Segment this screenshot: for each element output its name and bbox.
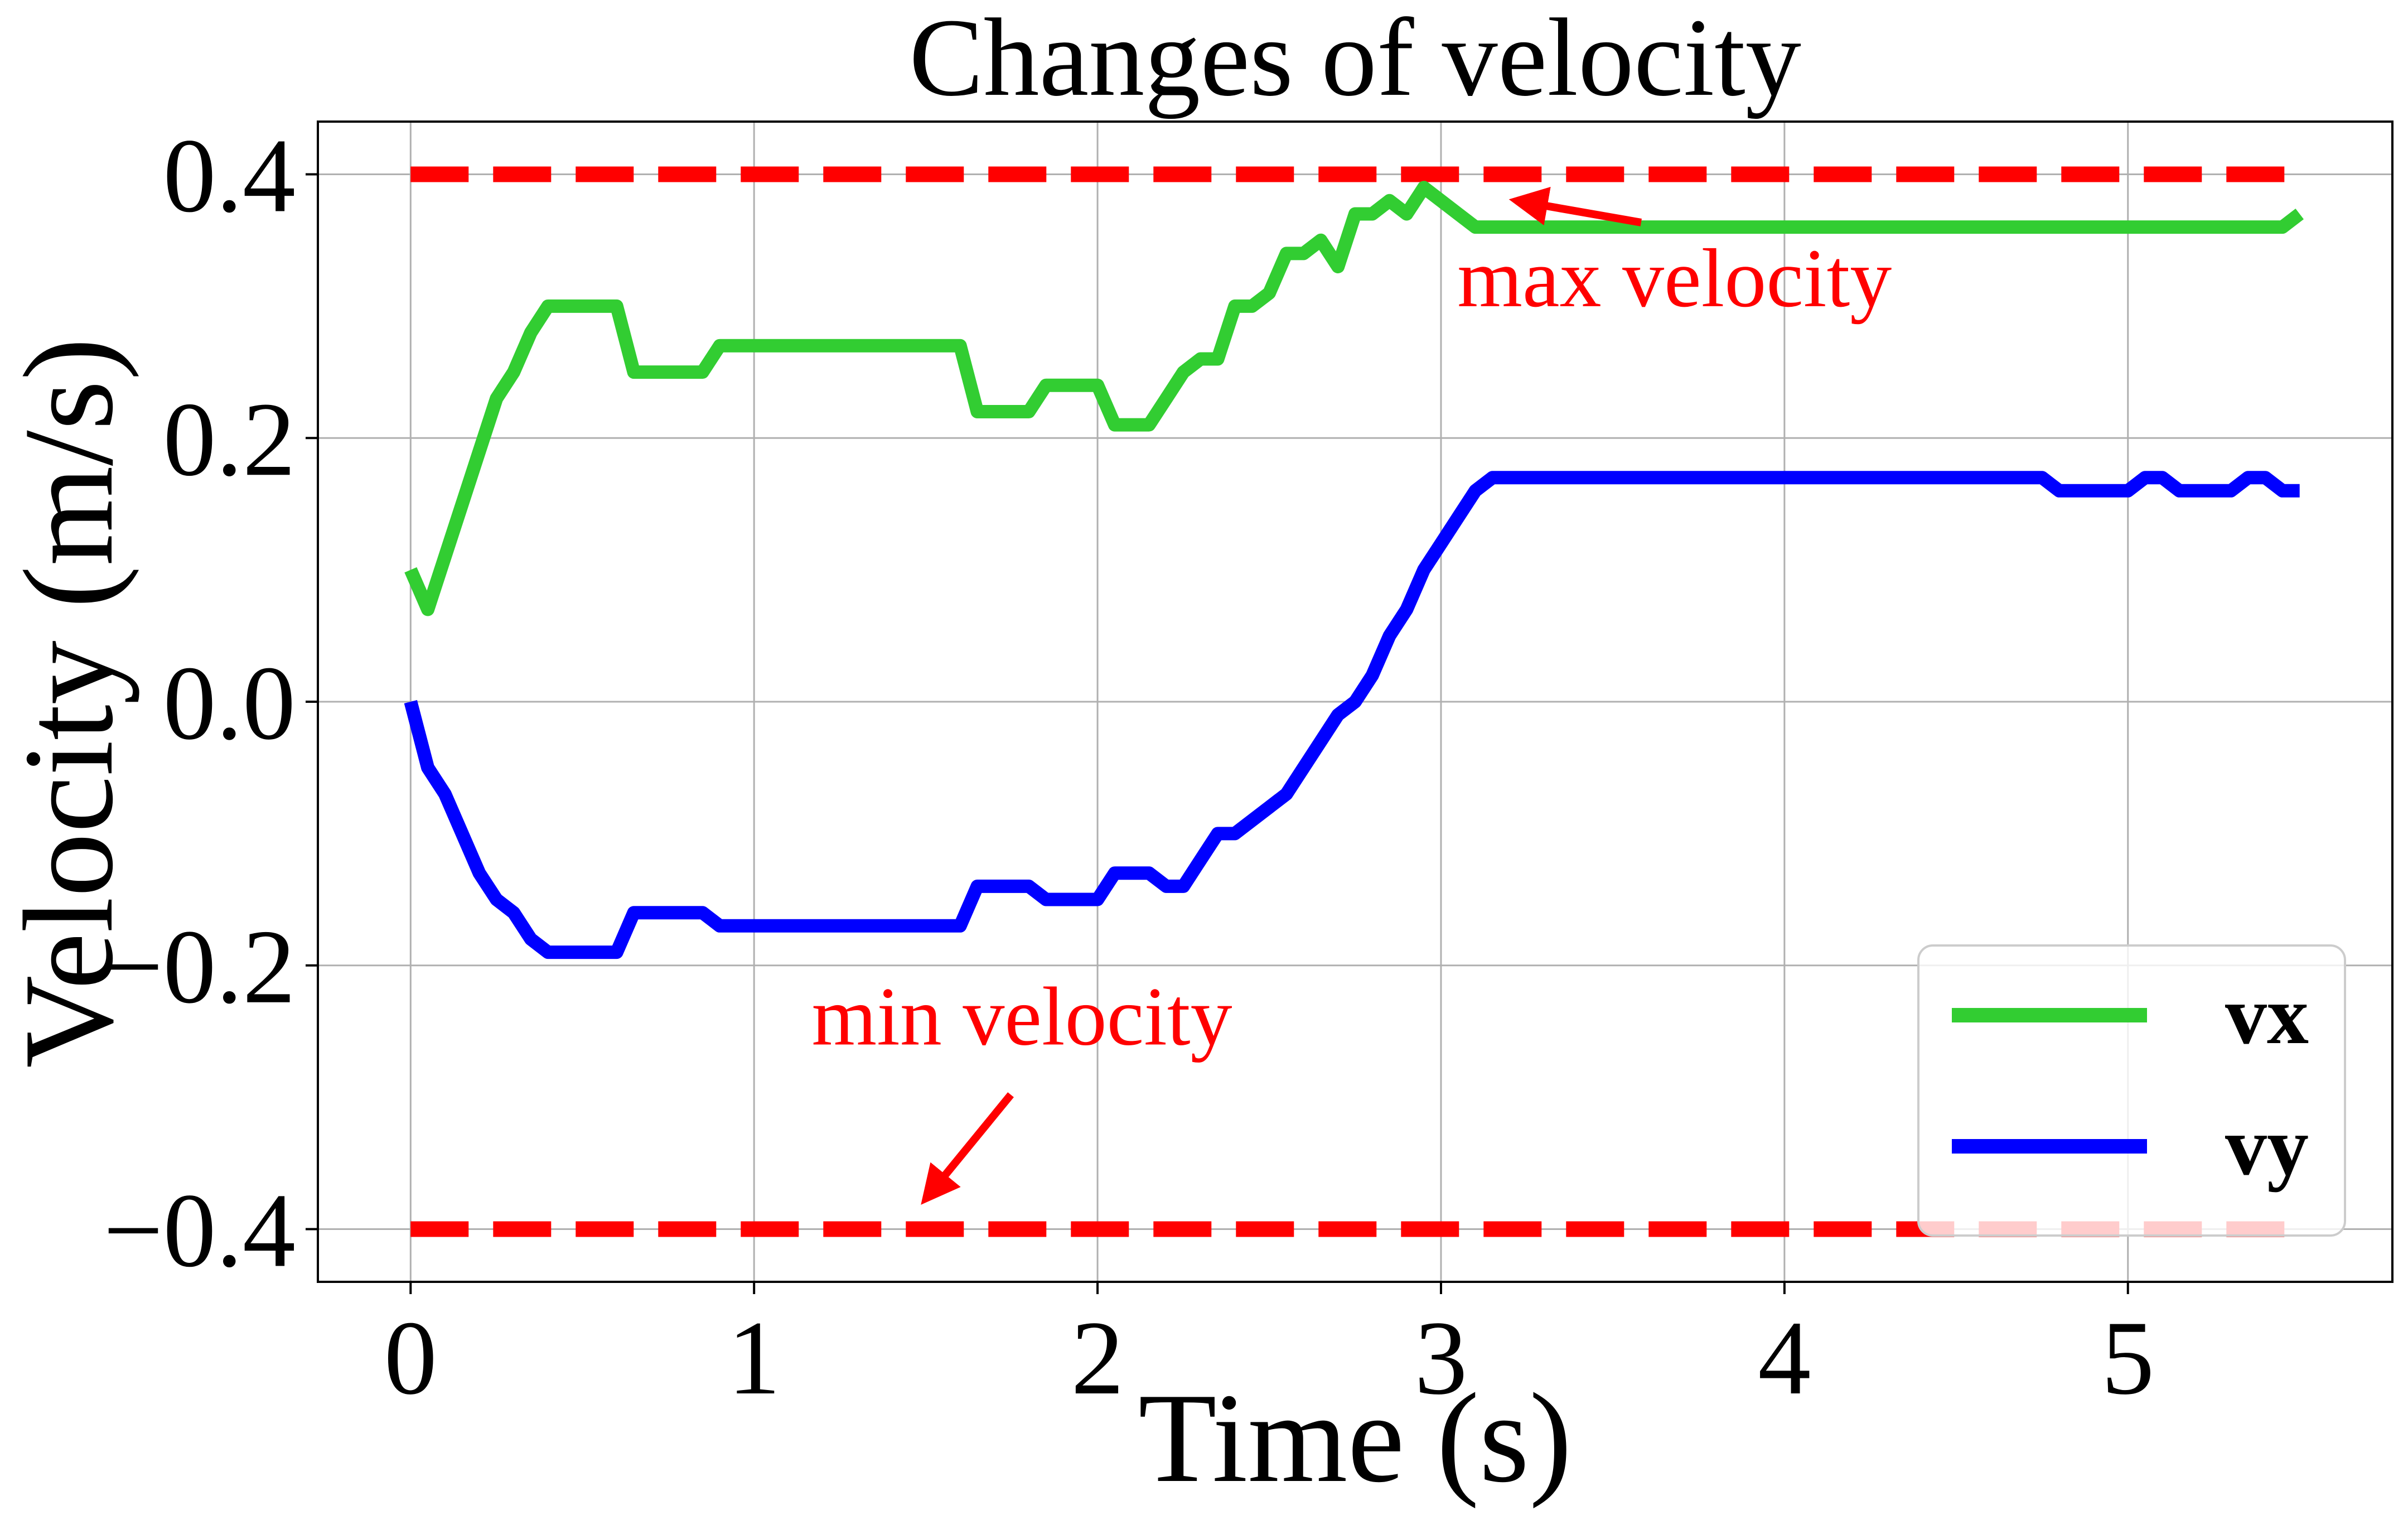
legend-label-vy: vy	[2225, 1100, 2309, 1193]
y-tick-label: −0.2	[103, 909, 296, 1026]
y-tick-label: 0.0	[163, 645, 296, 762]
y-tick-label: 0.4	[163, 118, 296, 235]
x-tick-label: 5	[2101, 1300, 2154, 1417]
annotation-text: min velocity	[812, 971, 1232, 1063]
series-line-vx	[404, 181, 2304, 616]
annotations: max velocity min velocity	[812, 186, 1892, 1205]
x-tick-label: 3	[1414, 1300, 1467, 1417]
y-tick-label: 0.2	[163, 381, 296, 498]
annotation-text: max velocity	[1457, 232, 1892, 325]
annotation-arrow	[1508, 186, 1642, 226]
annotation-arrow	[921, 1092, 1014, 1205]
chart-title: Changes of velocity	[909, 0, 1801, 119]
series-line-vy	[404, 471, 2300, 959]
y-tick-label: −0.4	[103, 1172, 296, 1289]
ticks: 0 1 2 3 4 5 0.4 0.2 0.0 −0.2 −0.4	[103, 118, 2154, 1417]
x-axis-title: Time (s)	[1138, 1367, 1572, 1509]
x-tick-label: 2	[1071, 1300, 1124, 1417]
x-tick-label: 4	[1758, 1300, 1811, 1417]
y-axis-title: Velocity (m/s)	[0, 337, 139, 1068]
x-tick-label: 1	[728, 1300, 781, 1417]
x-tick-label: 0	[384, 1300, 437, 1417]
data-series	[404, 181, 2304, 959]
legend: vx vy	[1917, 944, 2346, 1237]
legend-label-vx: vx	[2225, 969, 2309, 1062]
